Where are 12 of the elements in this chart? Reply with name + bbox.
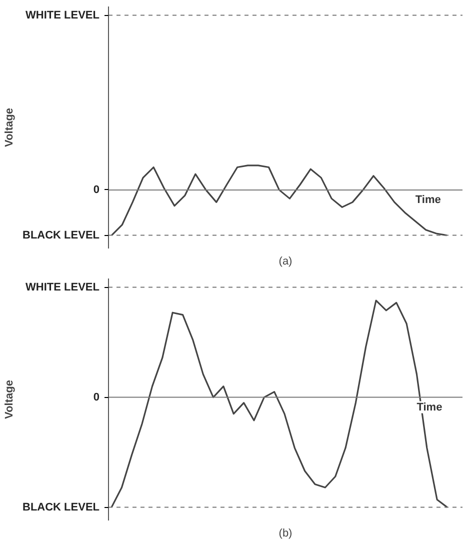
ref-line-label: 0 <box>93 391 100 404</box>
text: (a) <box>278 256 292 268</box>
ref-line-label: BLACK LEVEL <box>22 229 100 242</box>
ref-line-label: WHITE LEVEL <box>26 281 100 294</box>
y-axis-title: Voltage <box>4 108 16 147</box>
ref-line-label: 0 <box>93 184 100 196</box>
annotation: Time <box>416 401 442 414</box>
annotation: Time <box>415 194 441 206</box>
ref-line-label: BLACK LEVEL <box>22 501 100 514</box>
ref-line-label: WHITE LEVEL <box>26 9 100 22</box>
y-axis-title: Voltage <box>4 380 16 419</box>
text: (b) <box>278 528 292 540</box>
